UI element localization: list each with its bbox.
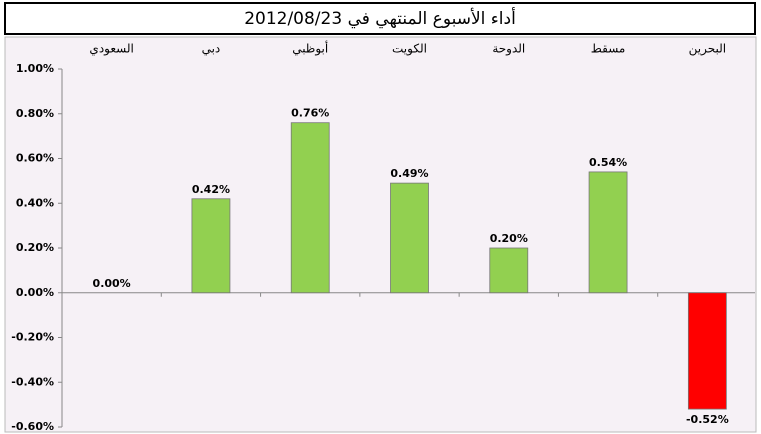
category-label: مسقط	[591, 42, 626, 56]
value-label: 0.54%	[589, 156, 627, 169]
y-tick-label: 0.60%	[16, 152, 54, 165]
category-label: الدوحة	[492, 42, 525, 57]
bar	[191, 198, 231, 294]
y-tick-label: 0.00%	[16, 286, 54, 299]
category-label: الكويت	[392, 42, 427, 57]
bar	[588, 171, 628, 294]
title-box	[4, 2, 756, 35]
value-label: 0.49%	[390, 167, 428, 180]
value-label: 0.76%	[291, 107, 329, 120]
category-label: البحرين	[689, 42, 726, 57]
y-tick-label: 1.00%	[16, 62, 54, 75]
value-label: 0.20%	[490, 232, 528, 245]
bar	[489, 247, 529, 294]
y-tick-label: -0.40%	[11, 375, 54, 388]
y-tick-label: 0.20%	[16, 241, 54, 254]
bar	[390, 182, 429, 294]
value-label: 0.00%	[93, 277, 131, 290]
category-label: السعودي	[89, 42, 133, 57]
category-label: أبوظبي	[292, 41, 328, 57]
plot-background	[4, 36, 757, 433]
value-label: 0.42%	[192, 183, 230, 196]
chart-title: أداء الأسبوع المنتهي في 2012/08/23	[244, 7, 516, 29]
y-tick-label: -0.60%	[11, 420, 54, 433]
y-tick-label: -0.20%	[11, 331, 54, 344]
bar	[290, 122, 330, 294]
bar	[687, 292, 727, 410]
value-label: -0.52%	[686, 413, 729, 426]
category-label: دبي	[202, 42, 221, 56]
y-tick-label: 0.80%	[16, 107, 54, 120]
y-tick-label: 0.40%	[16, 196, 54, 209]
